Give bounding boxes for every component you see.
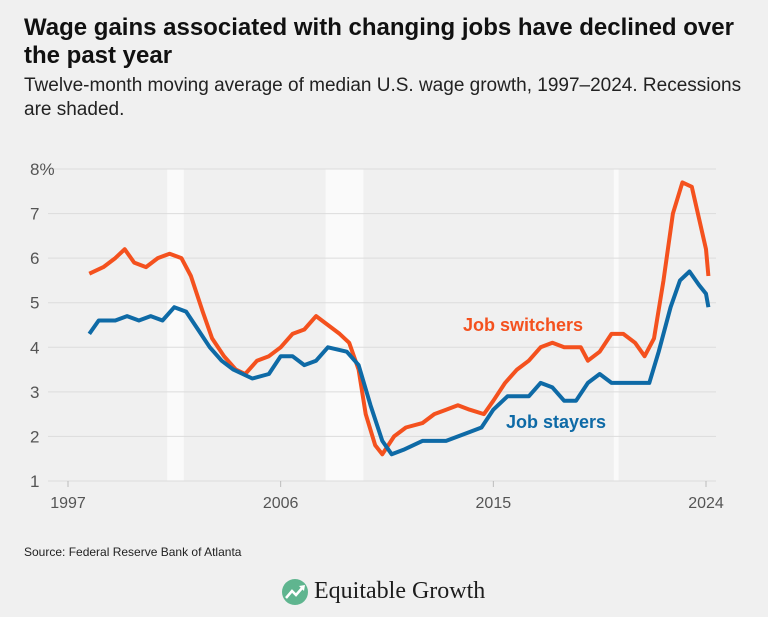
recession-band [325,169,364,481]
y-tick-label: 1 [30,472,39,491]
y-tick-label: 3 [30,383,39,402]
x-tick-label: 2015 [476,495,512,512]
series-label-job-stayers: Job stayers [506,412,606,432]
logo: Equitable Growth [282,578,485,605]
chart-title: Wage gains associated with changing jobs… [24,14,734,69]
logo-text: Equitable Growth [314,578,486,604]
recession-band [167,169,184,481]
line-chart: 1 2 3 4 5 6 7 8% 1997 2006 2015 2024 Job switchers Jo… [30,160,724,512]
series-label-job-switchers: Job switchers [463,315,583,335]
chart-subtitle: Twelve-month moving average of median U.… [24,75,742,120]
x-tick-label: 1997 [50,495,86,512]
y-tick-label: 8% [30,160,55,179]
growth-logo-icon [282,578,308,605]
source-note: Source: Federal Reserve Bank of Atlanta [24,545,242,559]
y-tick-label: 5 [30,294,39,313]
x-tick-label: 2006 [263,495,299,512]
y-tick-label: 4 [30,338,39,357]
y-tick-label: 7 [30,205,39,224]
recession-band [613,169,619,481]
y-tick-label: 2 [30,427,39,446]
x-tick-label: 2024 [688,495,724,512]
series-line-job-switchers [88,180,711,457]
series-line-job-stayers [87,269,711,457]
y-tick-label: 6 [30,249,39,268]
